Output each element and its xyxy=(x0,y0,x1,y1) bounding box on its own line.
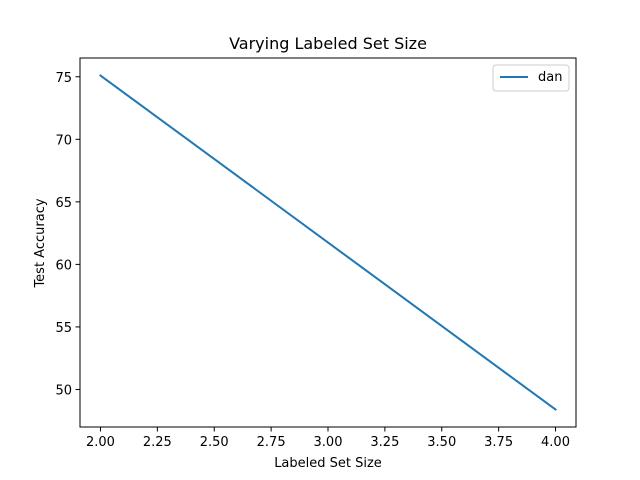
x-axis-label: Labeled Set Size xyxy=(274,456,382,471)
plot-area-frame xyxy=(79,57,577,428)
x-tick-label: 3.75 xyxy=(484,435,513,450)
x-tick-label: 3.50 xyxy=(427,435,456,450)
legend: dan xyxy=(492,64,570,92)
x-tick-label: 3.00 xyxy=(314,435,343,450)
y-tick-label: 60 xyxy=(55,258,72,273)
x-tick-label: 4.00 xyxy=(541,435,570,450)
y-tick-label: 50 xyxy=(55,383,72,398)
x-tick-label: 2.50 xyxy=(200,435,229,450)
chart-title: Varying Labeled Set Size xyxy=(229,34,427,53)
y-tick-label: 65 xyxy=(55,196,72,211)
y-tick-label: 75 xyxy=(55,71,72,86)
legend-box xyxy=(492,64,570,92)
series-layer xyxy=(99,74,557,411)
x-tick-label: 2.25 xyxy=(143,435,172,450)
x-axis-ticks: 2.00 2.25 2.50 2.75 3.00 3.25 3.50 3.75 4.00 xyxy=(86,427,570,450)
legend-label-dan: dan xyxy=(538,70,562,85)
y-tick-label: 55 xyxy=(55,321,72,336)
x-tick-label: 2.00 xyxy=(86,435,115,450)
x-tick-label: 3.25 xyxy=(370,435,399,450)
x-tick-label: 2.75 xyxy=(257,435,286,450)
series-line-dan xyxy=(99,74,557,411)
y-axis-ticks: 50 55 60 65 70 75 xyxy=(55,71,80,398)
y-axis-label: Test Accuracy xyxy=(33,198,48,288)
y-tick-label: 70 xyxy=(55,133,72,148)
